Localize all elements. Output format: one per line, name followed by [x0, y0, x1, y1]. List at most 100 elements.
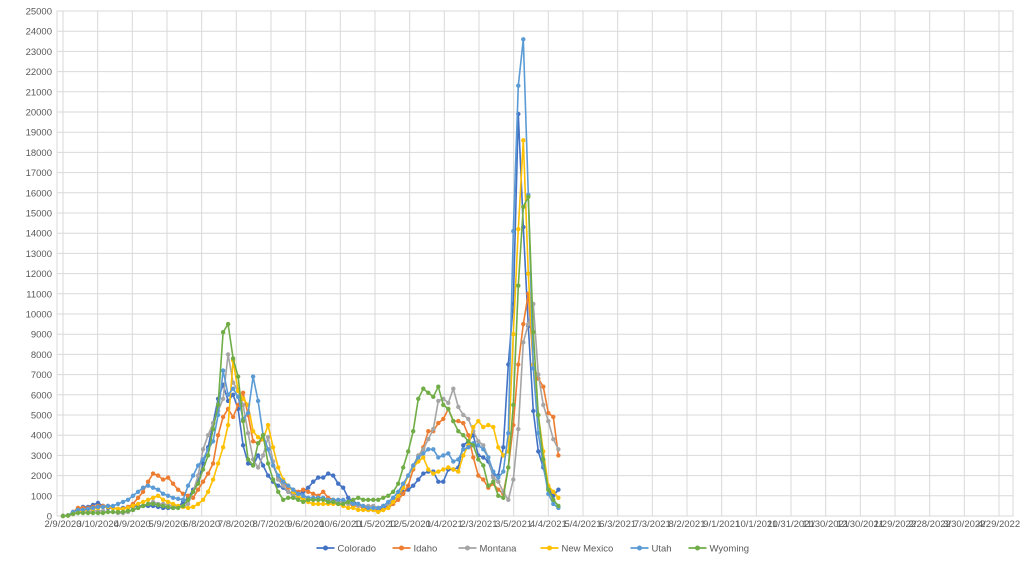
x-tick-label: 5/4/2021	[565, 519, 602, 530]
data-point	[381, 495, 386, 500]
data-point	[496, 475, 501, 480]
data-point	[150, 495, 156, 500]
data-point	[401, 491, 406, 496]
data-point	[265, 435, 271, 440]
data-point	[441, 416, 446, 422]
data-point	[95, 510, 101, 516]
data-point	[145, 497, 151, 502]
data-point	[556, 487, 561, 492]
legend-marker	[399, 545, 404, 551]
y-tick-label: 13000	[26, 249, 52, 260]
data-point	[361, 497, 366, 502]
legend-marker	[465, 545, 470, 551]
data-point	[346, 505, 351, 511]
data-point	[436, 455, 441, 460]
data-point	[80, 510, 86, 516]
data-point	[476, 473, 481, 478]
data-point	[481, 447, 486, 452]
data-point	[531, 366, 536, 371]
y-tick-label: 10000	[26, 310, 52, 321]
data-point	[150, 471, 156, 476]
data-point	[276, 483, 281, 488]
data-point	[391, 499, 396, 505]
y-tick-label: 2000	[31, 471, 52, 482]
data-point	[210, 439, 216, 444]
x-tick-label: 8/7/2020	[253, 519, 290, 530]
data-point	[481, 443, 486, 448]
data-point	[396, 497, 401, 502]
data-point	[276, 473, 281, 478]
x-tick-label: 10/1/2021	[735, 519, 777, 530]
data-point	[306, 497, 311, 502]
legend-item: Colorado	[316, 544, 377, 555]
data-point	[225, 321, 231, 327]
data-point	[321, 501, 326, 507]
data-point	[491, 424, 496, 430]
data-point	[235, 374, 241, 379]
data-point	[155, 487, 161, 492]
legend-item: Utah	[630, 544, 672, 555]
data-point	[356, 507, 361, 513]
data-point	[391, 489, 396, 494]
y-tick-label: 4000	[31, 431, 52, 442]
data-point	[170, 481, 176, 486]
data-point	[476, 418, 481, 424]
data-point	[416, 477, 421, 482]
data-point	[501, 469, 506, 474]
data-point	[371, 505, 376, 511]
data-point	[531, 408, 536, 414]
data-point	[80, 507, 86, 513]
legend-label: Colorado	[338, 544, 377, 555]
data-point	[255, 398, 261, 404]
y-tick-label: 6000	[31, 390, 52, 401]
data-point	[90, 510, 96, 516]
data-point	[411, 463, 416, 468]
data-point	[521, 340, 526, 345]
legend-marker	[695, 545, 700, 551]
data-point	[461, 433, 466, 438]
x-tick-label: 3/10/2020	[77, 519, 119, 530]
y-tick-label: 11000	[26, 289, 52, 300]
legend-label: Utah	[652, 544, 672, 555]
data-point	[456, 469, 461, 474]
data-point	[461, 420, 466, 426]
data-point	[225, 422, 231, 428]
data-point	[160, 503, 166, 509]
data-point	[461, 447, 466, 452]
data-point	[170, 495, 176, 500]
data-point	[145, 483, 151, 488]
data-point	[441, 479, 446, 484]
data-point	[321, 475, 326, 480]
data-point	[220, 330, 226, 335]
data-point	[286, 483, 291, 488]
data-point	[506, 465, 511, 470]
data-point	[220, 368, 226, 373]
x-tick-label: 10/31/2021	[767, 519, 815, 530]
x-tick-label: 2/3/2021	[461, 519, 498, 530]
data-point	[160, 491, 166, 496]
data-point	[451, 467, 456, 472]
data-point	[245, 431, 251, 436]
data-point	[260, 463, 266, 468]
data-point	[316, 475, 321, 480]
y-tick-label: 14000	[26, 229, 52, 240]
data-point	[406, 473, 411, 478]
data-point	[396, 489, 401, 494]
data-point	[336, 501, 341, 507]
series-wyoming	[60, 194, 561, 519]
data-point	[65, 513, 71, 518]
data-point	[436, 398, 441, 404]
y-tick-label: 17000	[26, 168, 52, 179]
data-point	[341, 501, 346, 507]
data-point	[431, 426, 436, 432]
data-point	[311, 479, 316, 484]
data-point	[245, 457, 251, 462]
data-point	[326, 499, 331, 505]
data-point	[311, 491, 316, 496]
data-point	[265, 422, 271, 428]
data-point	[291, 495, 296, 500]
y-tick-label: 12000	[26, 269, 52, 280]
data-point	[276, 465, 281, 470]
x-tick-label: 4/4/2021	[530, 519, 567, 530]
data-point	[501, 445, 506, 450]
